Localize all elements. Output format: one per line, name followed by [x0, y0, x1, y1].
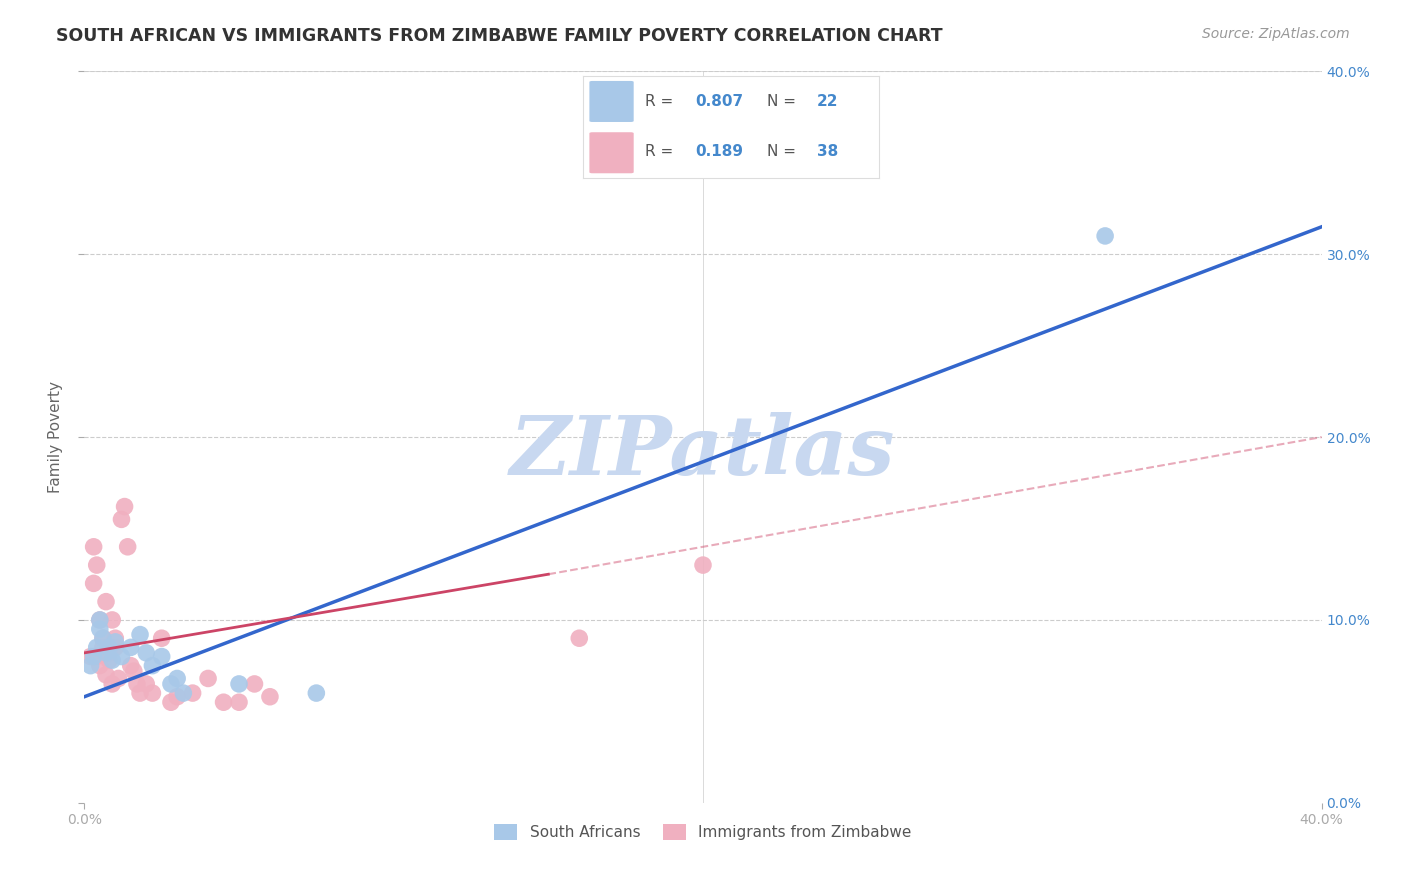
Point: [94, 646, 117, 660]
Point: [104, 632, 127, 646]
Point: [120, 640, 142, 655]
Point: [98, 646, 121, 660]
Text: N =: N =: [766, 94, 800, 109]
Point: [98, 640, 121, 655]
Point: [104, 635, 127, 649]
Point: [83, 540, 105, 554]
Text: Source: ZipAtlas.com: Source: ZipAtlas.com: [1202, 27, 1350, 41]
Point: [243, 677, 266, 691]
Point: [135, 646, 157, 660]
Point: [89, 613, 111, 627]
Point: [160, 677, 183, 691]
Point: [568, 632, 591, 646]
Point: [1094, 229, 1116, 244]
Point: [135, 677, 157, 691]
Point: [86, 640, 108, 655]
Text: 0.189: 0.189: [696, 145, 744, 160]
Point: [141, 658, 163, 673]
Text: R =: R =: [645, 94, 679, 109]
Point: [305, 686, 328, 700]
Point: [89, 613, 111, 627]
Point: [94, 667, 117, 681]
Point: [91, 640, 114, 655]
Point: [692, 558, 714, 573]
Legend: South Africans, Immigrants from Zimbabwe: South Africans, Immigrants from Zimbabwe: [488, 818, 918, 847]
Text: ZIPatlas: ZIPatlas: [510, 412, 896, 491]
Point: [228, 695, 250, 709]
Point: [141, 686, 163, 700]
Point: [172, 686, 194, 700]
Point: [166, 690, 188, 704]
Point: [212, 695, 235, 709]
Text: 38: 38: [817, 145, 838, 160]
Point: [110, 512, 132, 526]
Point: [101, 677, 124, 691]
Point: [79, 649, 101, 664]
Point: [101, 653, 124, 667]
Point: [91, 632, 114, 646]
FancyBboxPatch shape: [589, 132, 634, 173]
Point: [104, 640, 127, 655]
Point: [94, 594, 117, 608]
Point: [101, 613, 124, 627]
Text: 22: 22: [817, 94, 838, 109]
FancyBboxPatch shape: [589, 81, 634, 122]
Point: [98, 653, 121, 667]
Point: [117, 540, 139, 554]
Point: [259, 690, 281, 704]
Point: [129, 627, 152, 641]
Point: [120, 658, 142, 673]
Point: [83, 576, 105, 591]
Point: [197, 672, 219, 686]
Point: [107, 672, 129, 686]
Point: [86, 649, 108, 664]
Text: 0.807: 0.807: [696, 94, 744, 109]
Point: [125, 677, 148, 691]
Point: [181, 686, 204, 700]
Point: [89, 622, 111, 636]
Point: [122, 664, 145, 678]
Text: SOUTH AFRICAN VS IMMIGRANTS FROM ZIMBABWE FAMILY POVERTY CORRELATION CHART: SOUTH AFRICAN VS IMMIGRANTS FROM ZIMBABW…: [56, 27, 943, 45]
Point: [79, 658, 101, 673]
Point: [166, 672, 188, 686]
Point: [150, 632, 173, 646]
Point: [129, 686, 152, 700]
Point: [91, 632, 114, 646]
Point: [110, 649, 132, 664]
Point: [83, 649, 105, 664]
Point: [228, 677, 250, 691]
Text: N =: N =: [766, 145, 800, 160]
Point: [150, 649, 173, 664]
Point: [89, 658, 111, 673]
Text: R =: R =: [645, 145, 679, 160]
Point: [114, 500, 136, 514]
Y-axis label: Family Poverty: Family Poverty: [48, 381, 63, 493]
Point: [86, 558, 108, 573]
Point: [160, 695, 183, 709]
